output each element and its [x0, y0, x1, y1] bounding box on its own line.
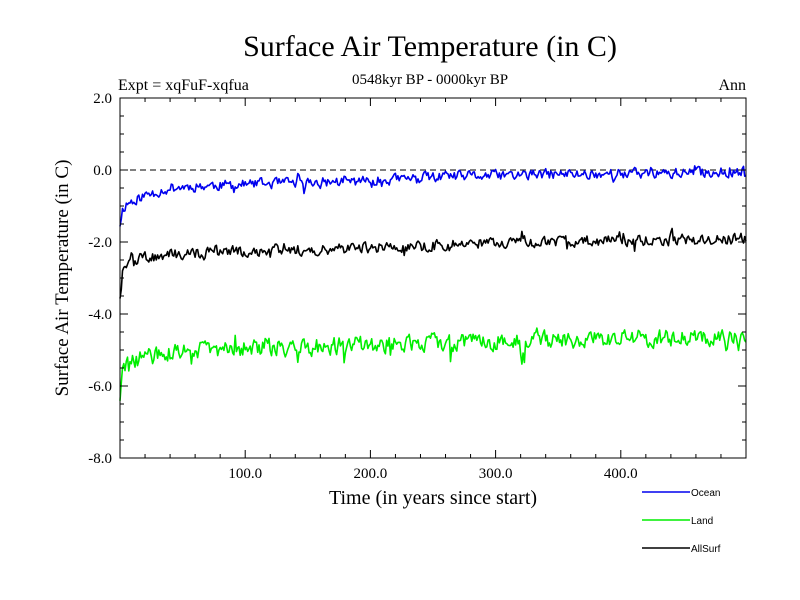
x-tick-label: 400.0 [604, 466, 638, 482]
y-tick-label: 0.0 [93, 163, 112, 179]
y-tick-label: -6.0 [88, 379, 112, 395]
series-line-allsurf [119, 227, 747, 299]
x-tick-label: 200.0 [354, 466, 388, 482]
x-axis-label: Time (in years since start) [329, 487, 537, 509]
plot-frame [119, 97, 747, 459]
y-axis-label: Surface Air Temperature (in C) [52, 160, 73, 397]
chart-title: Surface Air Temperature (in C) [243, 30, 617, 63]
chart-subtitle: 0548kyr BP - 0000kyr BP [352, 72, 508, 88]
y-tick-label: -4.0 [88, 307, 112, 323]
x-tick-label: 100.0 [228, 466, 262, 482]
y-tick-label: -8.0 [88, 451, 112, 467]
series-layer [119, 165, 747, 401]
season-label: Ann [718, 77, 746, 94]
legend-label-ocean: Ocean [691, 488, 720, 499]
tick-layer: 100.0 200.0 300.0 400.0 2.0 0.0 -2.0 -4.0 -6.0 -8… [88, 91, 746, 482]
x-tick-label: 300.0 [479, 466, 513, 482]
series-line-land [119, 327, 747, 401]
legend-label-allsurf: AllSurf [691, 544, 721, 555]
experiment-label: Expt = xqFuF-xqfua [118, 77, 249, 94]
series-line-ocean [119, 165, 747, 227]
y-tick-label: 2.0 [93, 91, 112, 107]
legend: Ocean Land AllSurf [642, 488, 721, 555]
legend-label-land: Land [691, 516, 713, 527]
y-tick-label: -2.0 [88, 235, 112, 251]
